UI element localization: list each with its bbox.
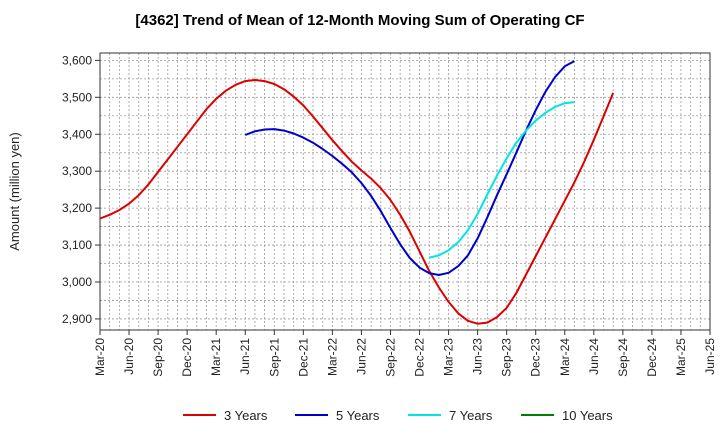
x-tick-label: Jun-20 <box>122 338 136 375</box>
x-tick-label: Sep-24 <box>616 338 630 377</box>
x-tick-label: Mar-24 <box>558 338 572 376</box>
y-tick-label: 2,900 <box>62 312 92 326</box>
y-axis-ticks: 2,900 3,000 3,100 3,200 3,300 3,400 3,500 3,600 <box>62 53 100 326</box>
series-line-5-years <box>244 60 575 276</box>
x-tick-label: Sep-20 <box>151 338 165 377</box>
chart-title: [4362] Trend of Mean of 12-Month Moving … <box>135 12 585 29</box>
x-tick-label: Dec-21 <box>296 338 310 377</box>
x-tick-label: Jun-25 <box>703 338 717 375</box>
x-tick-label: Jun-22 <box>354 338 368 375</box>
x-tick-label: Mar-22 <box>325 338 339 376</box>
y-tick-label: 3,400 <box>62 127 92 141</box>
x-tick-label: Dec-20 <box>180 338 194 377</box>
x-tick-label: Mar-21 <box>209 338 223 376</box>
x-tick-label: Jun-23 <box>471 338 485 375</box>
x-tick-label: Jun-24 <box>587 338 601 375</box>
x-tick-label: Dec-23 <box>529 338 543 377</box>
series-lines <box>99 60 615 325</box>
plot-frame <box>99 52 711 331</box>
plot-area <box>100 53 710 330</box>
legend-label-10-years: 10 Years <box>562 408 613 423</box>
y-axis-title: Amount (million yen) <box>7 132 22 251</box>
legend-label-3-years: 3 Years <box>224 408 268 423</box>
y-tick-label: 3,000 <box>62 275 92 289</box>
series-line-3-years <box>99 79 615 325</box>
legend-label-5-years: 5 Years <box>336 408 380 423</box>
x-tick-label: Sep-23 <box>500 338 514 377</box>
series-line-7-years <box>428 101 575 259</box>
y-tick-label: 3,100 <box>62 238 92 252</box>
x-tick-label: Mar-25 <box>674 338 688 376</box>
legend: 3 Years 5 Years 7 Years 10 Years <box>183 408 613 423</box>
y-tick-label: 3,600 <box>62 53 92 67</box>
x-tick-label: Sep-22 <box>383 338 397 377</box>
x-tick-label: Dec-22 <box>413 338 427 377</box>
x-tick-label: Dec-24 <box>645 338 659 377</box>
y-tick-label: 3,200 <box>62 201 92 215</box>
y-tick-label: 3,500 <box>62 90 92 104</box>
x-tick-label: Mar-23 <box>442 338 456 376</box>
x-tick-label: Mar-20 <box>93 338 107 376</box>
x-axis-ticks: Mar-20 Jun-20 Sep-20 Dec-20 Mar-21 Jun-21 Sep-… <box>93 330 717 377</box>
y-tick-label: 3,300 <box>62 164 92 178</box>
x-tick-label: Sep-21 <box>267 338 281 377</box>
x-tick-label: Jun-21 <box>238 338 252 375</box>
legend-label-7-years: 7 Years <box>449 408 493 423</box>
